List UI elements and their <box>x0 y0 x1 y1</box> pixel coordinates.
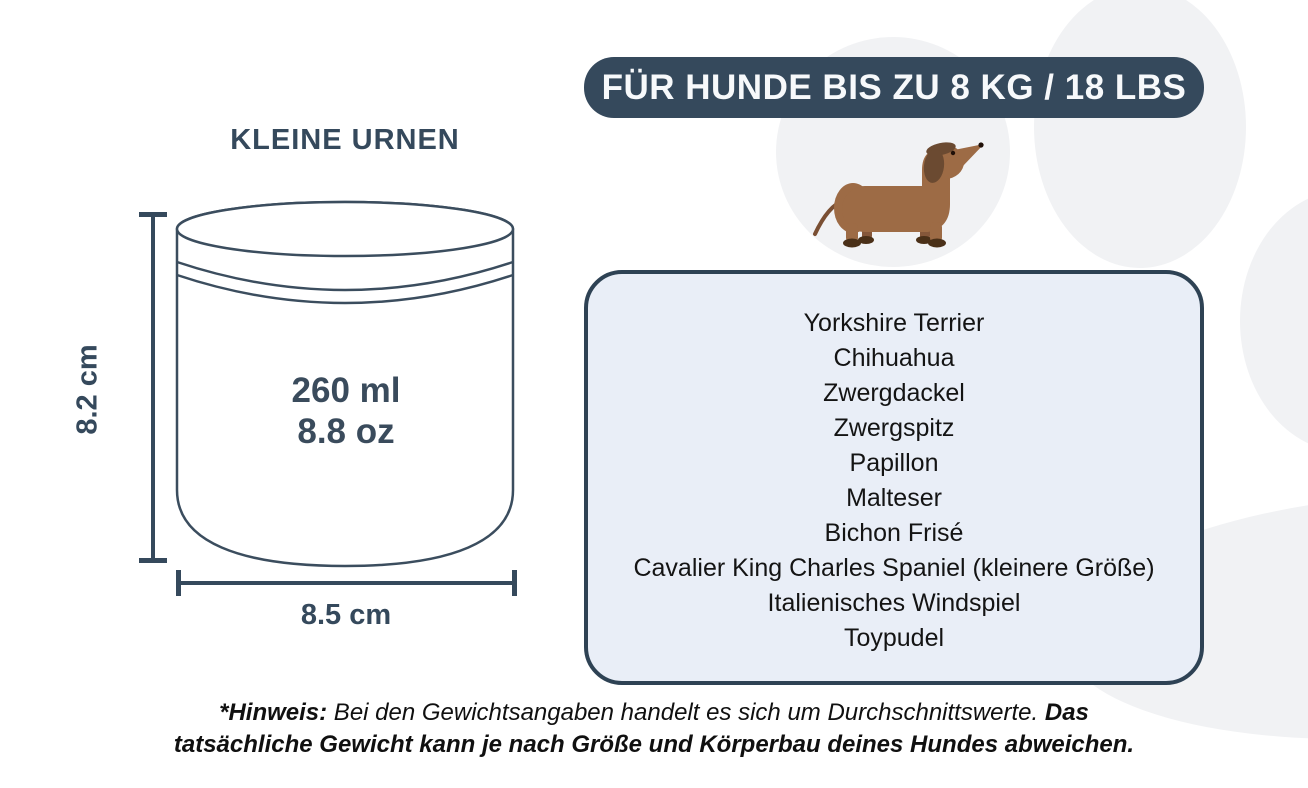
height-dimension-cap <box>139 212 167 217</box>
section-title: KLEINE URNEN <box>230 124 460 156</box>
breed-item: Chihuahua <box>833 344 955 372</box>
width-dimension-line <box>178 581 515 585</box>
breed-item: Italienisches Windspiel <box>767 589 1021 617</box>
width-dimension-cap <box>512 570 517 596</box>
weight-limit-badge: FÜR HUNDE BIS ZU 8 KG / 18 LBS <box>584 57 1204 118</box>
footnote-line: *Hinweis: Bei den Gewichtsangaben handel… <box>219 699 1089 726</box>
footnote-line: tatsächliche Gewicht kann je nach Größe … <box>173 731 1135 758</box>
urn-capacity-label: 260 ml 8.8 oz <box>200 370 492 452</box>
breed-item: Cavalier King Charles Spaniel (kleinere … <box>633 554 1155 582</box>
breed-item: Toypudel <box>843 624 945 652</box>
breed-item: Yorkshire Terrier <box>803 309 985 337</box>
height-dimension-label: 8.2 cm <box>71 344 104 435</box>
breed-item: Papillon <box>849 449 939 477</box>
breed-item: Malteser <box>846 484 942 512</box>
paw-print-watermark-toe <box>1034 0 1246 268</box>
urn-diagram <box>175 200 515 568</box>
height-dimension-line <box>151 214 155 563</box>
paw-print-watermark-toe <box>1240 190 1308 452</box>
capacity-ml: 260 ml <box>291 371 401 410</box>
breed-list-box: Yorkshire Terrier Chihuahua Zwergdackel Zwe… <box>584 270 1204 685</box>
height-dimension-cap <box>139 558 167 563</box>
breed-item: Zwergspitz <box>833 414 955 442</box>
footnote-text: *Hinweis: Bei den Gewichtsangaben handel… <box>0 697 1308 761</box>
weight-limit-badge-label: FÜR HUNDE BIS ZU 8 KG / 18 LBS <box>601 67 1187 107</box>
breed-item: Bichon Frisé <box>824 519 964 547</box>
capacity-oz: 8.8 oz <box>297 412 395 451</box>
breed-item: Zwergdackel <box>823 379 965 407</box>
dachshund-icon <box>813 142 984 248</box>
width-dimension-cap <box>176 570 181 596</box>
width-dimension-label: 8.5 cm <box>300 599 392 631</box>
